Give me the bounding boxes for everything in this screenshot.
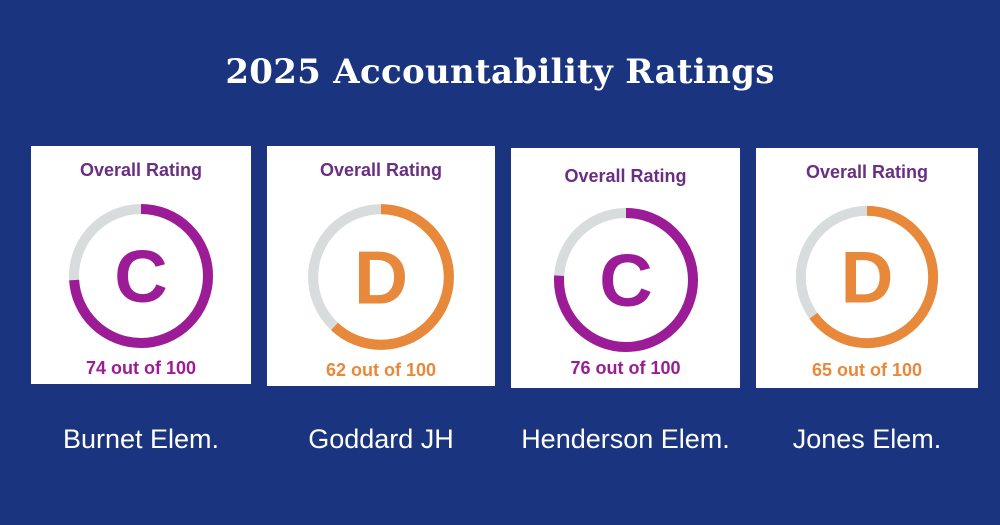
rating-gauge: D (308, 204, 454, 350)
rating-gauge: C (554, 208, 698, 352)
card-heading: Overall Rating (79, 160, 203, 180)
page-title: 2025 Accountability Ratings (225, 52, 775, 92)
score-text: 76 out of 100 (570, 358, 681, 378)
card-heading: Overall Rating (319, 160, 443, 180)
score-text: 62 out of 100 (325, 360, 437, 380)
card-heading: Overall Rating (564, 166, 687, 186)
gauge-progress-arc (69, 204, 213, 348)
gauge-progress-arc (795, 205, 939, 349)
rating-card-henderson: Overall Rating C 76 out of 100 (511, 148, 740, 388)
gauge-progress-arc (308, 204, 454, 350)
rating-gauge: D (795, 205, 939, 349)
grade-letter: D (841, 238, 894, 319)
score-text: 65 out of 100 (811, 360, 923, 380)
grade-letter: C (599, 239, 652, 322)
school-name-burnet: Burnet Elem. (62, 424, 220, 454)
rating-card-burnet: Overall Rating C 74 out of 100 (31, 146, 251, 384)
grade-letter: D (354, 235, 408, 319)
school-name-jones: Jones Elem. (792, 424, 942, 454)
rating-gauge: C (69, 204, 213, 348)
rating-card-goddard: Overall Rating D 62 out of 100 (267, 146, 495, 386)
school-name-goddard: Goddard JH (308, 424, 454, 454)
card-heading: Overall Rating (805, 162, 929, 182)
rating-card-jones: Overall Rating D 65 out of 100 (756, 148, 978, 388)
school-name-henderson: Henderson Elem. (521, 424, 730, 454)
grade-letter: C (114, 235, 167, 318)
score-text: 74 out of 100 (85, 358, 197, 378)
gauge-progress-arc (554, 208, 698, 352)
